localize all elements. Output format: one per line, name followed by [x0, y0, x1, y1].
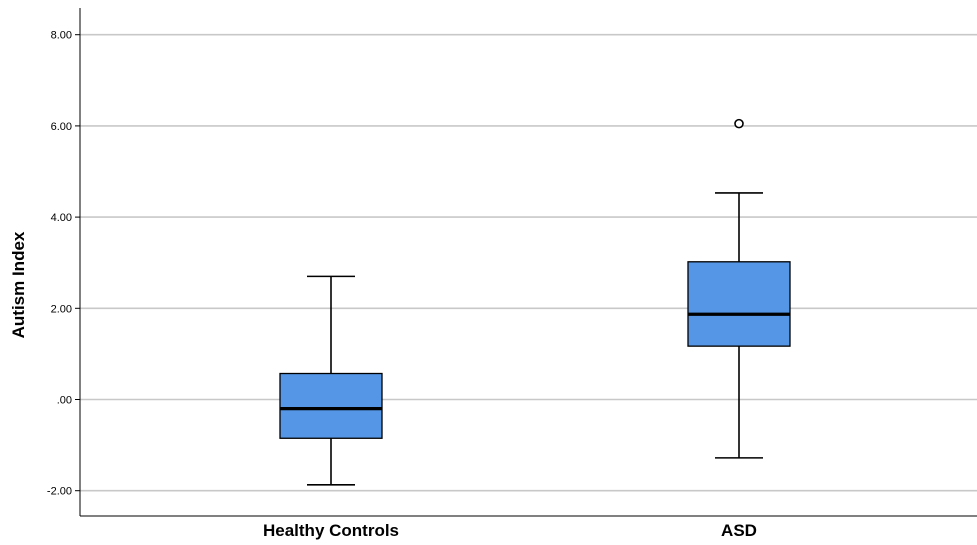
category-labels: Healthy Controls ASD — [263, 521, 757, 540]
box-group-asd — [687, 118, 791, 459]
y-tick-label: 2.00 — [51, 303, 72, 315]
iqr-box — [279, 372, 383, 439]
x-category-label: Healthy Controls — [263, 521, 399, 540]
boxes — [279, 118, 791, 486]
outlier-point — [734, 118, 744, 129]
y-axis-title: Autism Index — [9, 231, 28, 338]
x-category-label: ASD — [721, 521, 757, 540]
iqr-box — [687, 261, 791, 347]
y-tick-label: 6.00 — [51, 121, 72, 133]
y-tick-label: 4.00 — [51, 212, 72, 224]
y-tick-label: .00 — [57, 395, 72, 407]
axes — [75, 8, 977, 517]
y-tick-label: -2.00 — [47, 486, 72, 498]
y-tick-label: 8.00 — [51, 30, 72, 42]
box-group-healthy-controls — [279, 275, 383, 486]
y-tick-labels: 8.00 6.00 4.00 2.00 .00 -2.00 — [47, 30, 72, 498]
gridlines — [80, 33, 977, 492]
